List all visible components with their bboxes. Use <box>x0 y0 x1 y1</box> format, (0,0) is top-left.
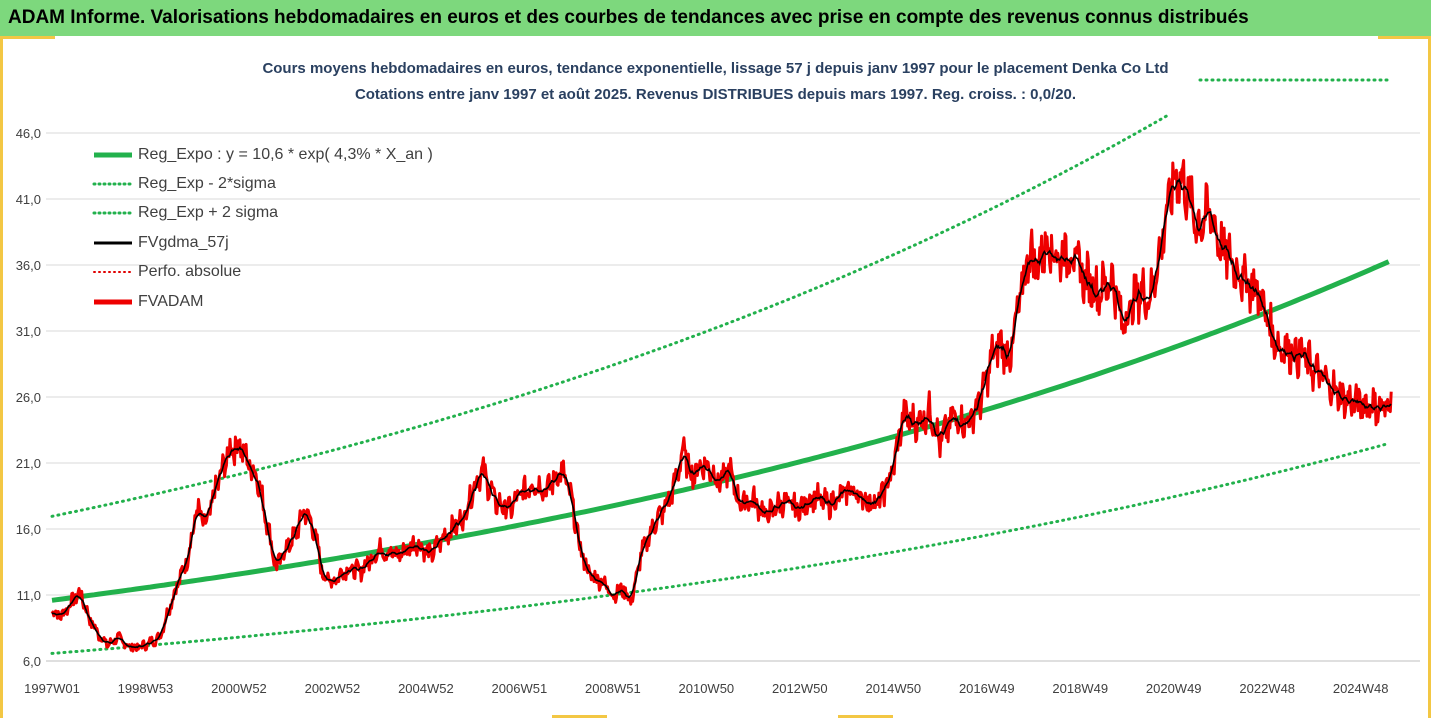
legend-swatch <box>92 267 134 277</box>
x-tick-label: 2008W51 <box>585 681 641 696</box>
y-tick-label: 36,0 <box>16 258 41 273</box>
legend-swatch <box>92 238 134 248</box>
report-banner: ADAM Informe. Valorisations hebdomadaire… <box>0 0 1431 36</box>
y-tick-label: 6,0 <box>23 654 41 669</box>
series-reg-exp-plus-2-sigma <box>50 113 1171 518</box>
legend-label: Reg_Expo : y = 10,6 * exp( 4,3% * X_an ) <box>138 145 433 163</box>
x-tick-label: 1998W53 <box>118 681 174 696</box>
x-tick-label: 2016W49 <box>959 681 1015 696</box>
legend-item: Reg_Exp - 2*sigma <box>92 169 433 198</box>
y-tick-label: 26,0 <box>16 390 41 405</box>
legend-swatch <box>92 150 134 160</box>
legend-item: Reg_Exp + 2 sigma <box>92 199 433 228</box>
legend-swatch <box>92 208 134 218</box>
x-tick-label: 2022W48 <box>1239 681 1295 696</box>
legend-label: Perfo. absolue <box>138 263 242 281</box>
chart-legend: Reg_Expo : y = 10,6 * exp( 4,3% * X_an )… <box>92 140 433 316</box>
y-tick-label: 21,0 <box>16 456 41 471</box>
x-tick-label: 1997W01 <box>24 681 80 696</box>
legend-item: FVADAM <box>92 287 433 316</box>
series-fvgdma-57j <box>51 177 1392 649</box>
legend-swatch <box>92 179 134 189</box>
series-fvadam <box>50 158 1393 653</box>
legend-label: FVgdma_57j <box>138 233 229 251</box>
chart-subtitle: Cotations entre janv 1997 et août 2025. … <box>354 86 1077 103</box>
report-title: ADAM Informe. Valorisations hebdomadaire… <box>8 7 1249 28</box>
y-tick-label: 16,0 <box>16 522 41 537</box>
x-tick-label: 2010W50 <box>679 681 735 696</box>
legend-item: Perfo. absolue <box>92 258 433 287</box>
x-tick-label: 2000W52 <box>211 681 267 696</box>
frame-corner-bottom-mid1 <box>552 715 607 718</box>
x-tick-label: 2020W49 <box>1146 681 1202 696</box>
series-reg-exp-minus-2-sigma <box>50 442 1391 655</box>
y-tick-label: 31,0 <box>16 324 41 339</box>
frame-corner-top-left <box>0 36 55 39</box>
legend-swatch <box>92 297 134 307</box>
x-tick-label: 2018W49 <box>1052 681 1108 696</box>
chart-frame <box>0 36 1431 718</box>
frame-corner-bottom-mid2 <box>838 715 893 718</box>
x-tick-label: 2004W52 <box>398 681 454 696</box>
legend-label: FVADAM <box>138 292 204 310</box>
x-tick-label: 2006W51 <box>492 681 548 696</box>
x-tick-label: 2012W50 <box>772 681 828 696</box>
x-tick-label: 2002W52 <box>305 681 361 696</box>
y-tick-label: 41,0 <box>16 192 41 207</box>
legend-item: FVgdma_57j <box>92 228 433 257</box>
legend-label: Reg_Exp - 2*sigma <box>138 175 276 193</box>
chart-title: Cours moyens hebdomadaires en euros, ten… <box>262 60 1169 77</box>
legend-label: Reg_Exp + 2 sigma <box>138 204 279 222</box>
frame-corner-top-right <box>1378 36 1431 39</box>
y-tick-label: 11,0 <box>17 588 41 603</box>
x-tick-label: 2014W50 <box>865 681 921 696</box>
legend-item: Reg_Expo : y = 10,6 * exp( 4,3% * X_an ) <box>92 140 433 169</box>
y-tick-label: 46,0 <box>16 126 41 141</box>
x-tick-label: 2024W48 <box>1333 681 1389 696</box>
